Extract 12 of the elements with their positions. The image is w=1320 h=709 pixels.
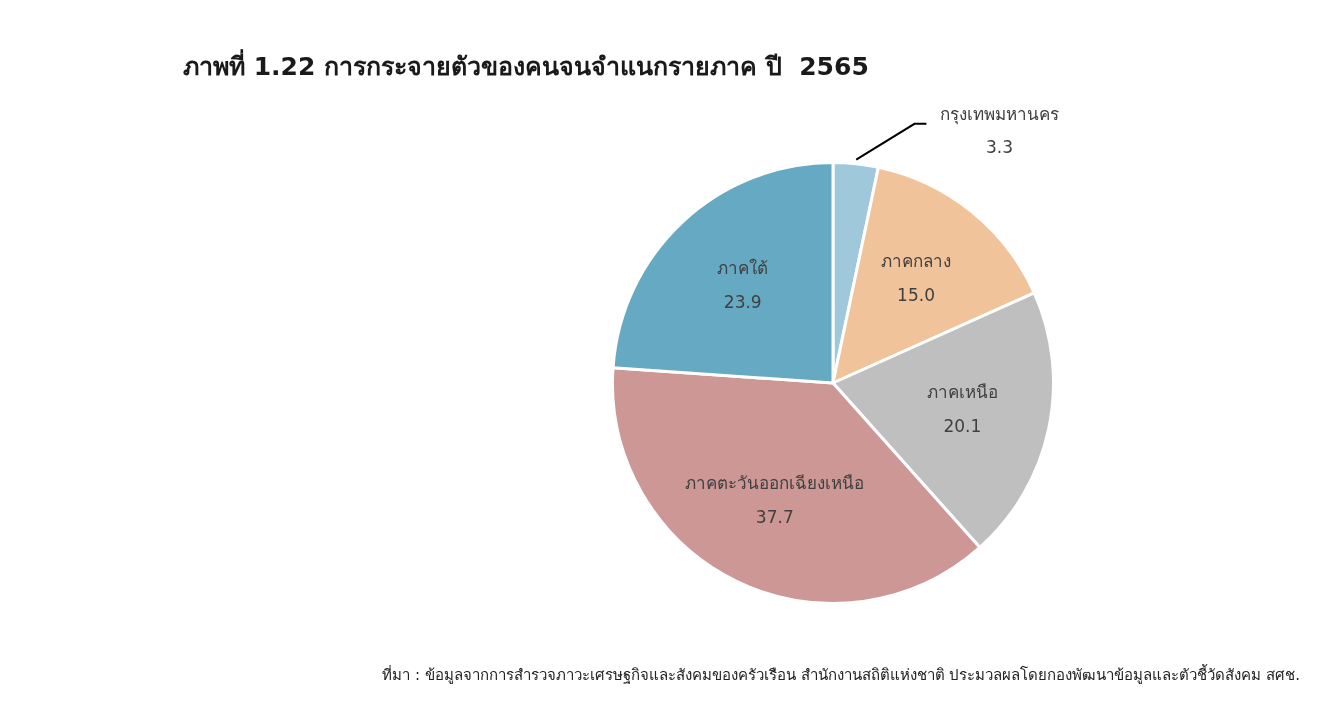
data-label: 15.0 (897, 285, 935, 306)
slice-label: ภาคเหนือ (926, 382, 998, 403)
data-label: 3.3 (985, 137, 1013, 158)
text: ที่มา : ข้อมูลจากการสำรวจภาวะเศรษฐกิจและสังคมของครัวเรือน สำนักงานสถิติแห่งชาติ ประมวลผลโดยกองพัฒนาข้อมูลและตัวชี้วัดสังคม สศช. (382, 663, 1300, 686)
data-label: 23.9 (723, 291, 762, 312)
data-label: 20.1 (943, 416, 982, 437)
slice-label: ภาคตะวันออกเฉียงเหนือ (685, 473, 865, 494)
data-label: 37.7 (755, 507, 794, 528)
slice-label: ภาคใต้ (717, 257, 769, 278)
slice-label: กรุงเทพมหานคร (939, 104, 1059, 126)
slice-label: ภาคกลาง (881, 251, 952, 272)
chart-title: ภาพที่ 1.22 การกระจายตัวของคนจนจำแนกรายภาค ปี 2565 (183, 48, 869, 83)
